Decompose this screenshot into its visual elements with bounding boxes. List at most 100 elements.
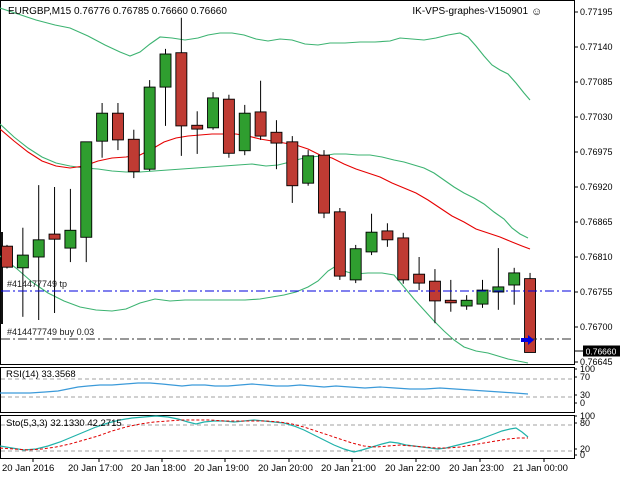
- indicator-axis-label: 80: [580, 418, 590, 428]
- indicator-lines-layer: [0, 382, 529, 453]
- candle: [349, 244, 362, 284]
- candle-body-up: [159, 53, 172, 88]
- price-axis-label: 0.77030: [580, 112, 613, 122]
- candle: [238, 104, 251, 156]
- candle: [1, 244, 13, 269]
- candle: [333, 208, 346, 280]
- indicator-axis-label: 70: [580, 372, 590, 382]
- candle-body-up: [302, 155, 315, 184]
- bollinger-middle-line: [0, 123, 529, 239]
- price-axis-label: 0.76920: [580, 182, 613, 192]
- candle-body-down: [286, 141, 299, 187]
- candle-body-down: [381, 230, 394, 241]
- price-axis[interactable]: 0.77195 0.77140 0.77085 0.77030 0.76975 0.769…: [574, 7, 620, 460]
- candle-body-down: [318, 154, 330, 214]
- candle-body-down: [333, 211, 346, 277]
- candle: [16, 227, 29, 317]
- candle: [207, 92, 220, 130]
- price-axis-label: 0.76755: [580, 287, 613, 297]
- stochastic-d-line: [0, 419, 528, 451]
- candle: [318, 150, 330, 219]
- time-axis-label: 20 Jan 21:00: [321, 463, 376, 474]
- indicator-axis-label: 100: [580, 411, 595, 421]
- time-axis[interactable]: 20 Jan 2016 20 Jan 17:00 20 Jan 18:00 20 Ja…: [2, 458, 568, 474]
- current-price-label: 0.76660: [586, 347, 617, 357]
- candle: [270, 120, 283, 170]
- candle: [96, 103, 109, 158]
- candle-body-down: [254, 111, 267, 137]
- time-axis-label: 20 Jan 17:00: [68, 463, 123, 474]
- indicator-axis-label: 0: [580, 398, 585, 408]
- candle: [175, 17, 188, 156]
- candle-body-down: [524, 278, 536, 353]
- candle-body-up: [96, 112, 109, 142]
- indicator-axis-label: 0: [580, 450, 585, 460]
- candle-body-up: [476, 289, 489, 305]
- price-axis-label: 0.76810: [580, 252, 613, 262]
- price-axis-label: 0.77140: [580, 42, 613, 52]
- candle-body-up: [16, 254, 29, 269]
- candle-body-up: [508, 272, 521, 286]
- candle-body-up: [143, 86, 156, 170]
- candle: [159, 48, 172, 126]
- time-axis-label: 20 Jan 2016: [2, 463, 54, 474]
- candle: [32, 185, 45, 320]
- candle: [111, 103, 124, 151]
- order-lines-layer[interactable]: [1, 290, 573, 345]
- candle: [397, 232, 410, 284]
- candle-body-up: [460, 299, 473, 307]
- buy-arrow-icon: [521, 335, 534, 345]
- price-axis-label: 0.76645: [580, 357, 613, 367]
- indicator-axis-label: 30: [580, 390, 590, 400]
- candle-body-down: [222, 98, 235, 154]
- watermark-label: IK-VPS-graphes-V150901: [412, 6, 528, 17]
- candle-body-down: [444, 299, 457, 304]
- candle: [365, 213, 378, 256]
- price-axis-label: 0.77085: [580, 77, 613, 87]
- rsi-line: [0, 382, 529, 395]
- candle-body-up: [349, 248, 362, 281]
- candle: [476, 279, 489, 308]
- candle: [191, 111, 204, 154]
- candle: [143, 80, 156, 172]
- candle-body-up: [80, 141, 93, 238]
- time-axis-label: 20 Jan 19:00: [194, 463, 249, 474]
- bollinger-upper-line: [0, 7, 531, 101]
- smiley-icon: ☺: [531, 6, 542, 18]
- partial-edge-candle: [0, 232, 3, 324]
- candle: [254, 80, 267, 140]
- time-axis-label: 21 Jan 00:00: [513, 463, 568, 474]
- buy-line-label: #414477749 buy 0.03: [7, 327, 94, 337]
- sto-panel-label: Sto(5,3,3) 32.1330 42.2715: [6, 418, 122, 429]
- price-axis-label: 0.76975: [580, 147, 613, 157]
- candle-body-down: [191, 124, 204, 130]
- ohlc-readout: EURGBP,M15 0.76776 0.76785 0.76660 0.766…: [8, 6, 227, 17]
- price-axis-label: 0.77195: [580, 7, 613, 17]
- tp-line-label: #414477749 tp: [7, 279, 67, 289]
- candle: [64, 188, 77, 263]
- candle-body-down: [175, 52, 188, 127]
- time-axis-label: 20 Jan 18:00: [131, 463, 186, 474]
- candle-body-down: [127, 138, 140, 173]
- stochastic-k-line: [0, 415, 529, 453]
- current-price-tag: [583, 345, 620, 357]
- candle-body-down: [397, 237, 410, 281]
- time-axis-label: 20 Jan 20:00: [258, 463, 313, 474]
- indicator-axis-label: 100: [580, 364, 595, 374]
- indicator-axis-label: 20: [580, 444, 590, 454]
- price-axis-label: 0.76865: [580, 217, 613, 227]
- candle: [381, 223, 394, 247]
- candle: [222, 94, 235, 158]
- candle: [460, 295, 473, 310]
- candle: [302, 150, 315, 186]
- candle: [508, 267, 521, 305]
- time-axis-label: 20 Jan 22:00: [385, 463, 440, 474]
- candle: [286, 136, 299, 203]
- rsi-panel-label: RSI(14) 33.3568: [6, 369, 76, 380]
- rsi-panel-frame: [0, 367, 575, 413]
- candle-body-up: [492, 286, 505, 293]
- candle-body-up: [64, 229, 77, 249]
- candle: [80, 141, 93, 263]
